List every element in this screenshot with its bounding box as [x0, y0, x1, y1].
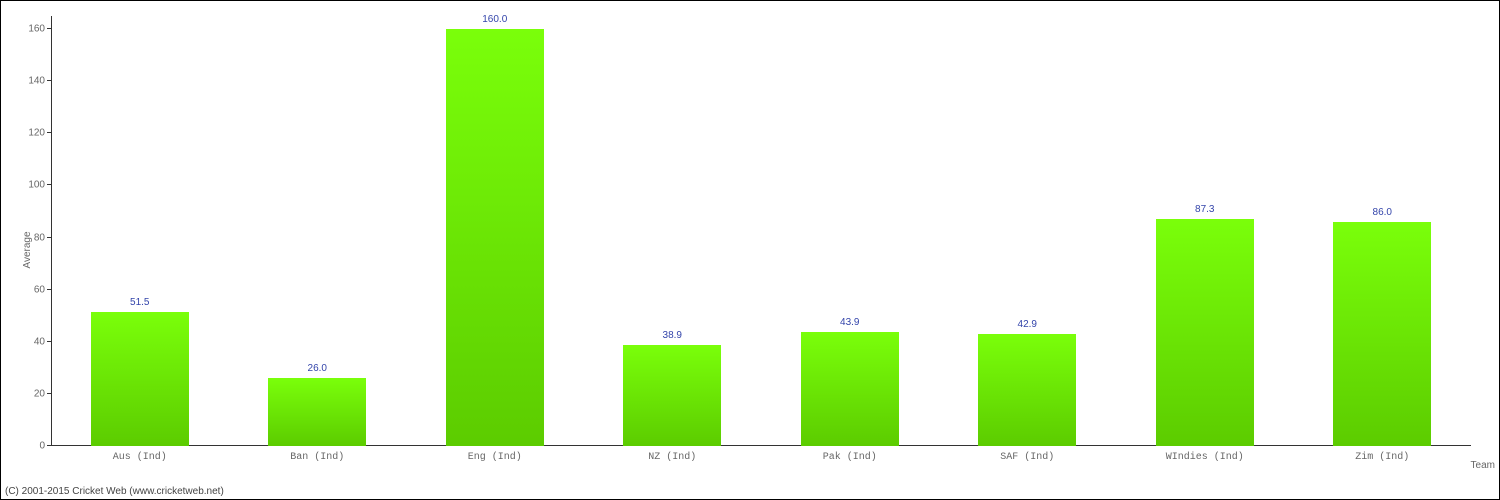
- bar: 42.9: [978, 334, 1076, 446]
- y-tick-mark: [47, 237, 51, 238]
- y-tick-label: 100: [28, 180, 45, 191]
- bar-slot: 26.0Ban (Ind): [229, 16, 407, 446]
- bar-slot: 86.0Zim (Ind): [1294, 16, 1472, 446]
- y-tick-mark: [47, 132, 51, 133]
- x-tick-label: Aus (Ind): [113, 452, 167, 463]
- bar: 86.0: [1333, 222, 1431, 446]
- bar-slot: 51.5Aus (Ind): [51, 16, 229, 446]
- y-tick-mark: [47, 393, 51, 394]
- bar-slot: 38.9NZ (Ind): [584, 16, 762, 446]
- bar-value-label: 43.9: [840, 317, 859, 328]
- y-tick-mark: [47, 445, 51, 446]
- y-tick-mark: [47, 80, 51, 81]
- y-tick-label: 120: [28, 128, 45, 139]
- y-tick-label: 160: [28, 24, 45, 35]
- bar: 160.0: [446, 29, 544, 446]
- bar-slot: 42.9SAF (Ind): [939, 16, 1117, 446]
- y-tick-mark: [47, 184, 51, 185]
- y-axis-label: Average: [22, 231, 33, 268]
- bar: 43.9: [801, 332, 899, 446]
- x-tick-label: WIndies (Ind): [1166, 452, 1244, 463]
- bar-value-label: 86.0: [1373, 207, 1392, 218]
- bar-value-label: 160.0: [482, 14, 507, 25]
- x-axis-label: Team: [1471, 460, 1495, 471]
- x-tick-label: Eng (Ind): [468, 452, 522, 463]
- bar-value-label: 51.5: [130, 297, 149, 308]
- x-tick-label: Pak (Ind): [823, 452, 877, 463]
- bar-value-label: 26.0: [308, 363, 327, 374]
- x-tick-label: SAF (Ind): [1000, 452, 1054, 463]
- footer-copyright: (C) 2001-2015 Cricket Web (www.cricketwe…: [5, 486, 224, 497]
- y-tick-label: 20: [34, 388, 45, 399]
- bar-value-label: 38.9: [663, 330, 682, 341]
- y-tick-label: 0: [39, 441, 45, 452]
- bar-slot: 160.0Eng (Ind): [406, 16, 584, 446]
- chart-container: Average 51.5Aus (Ind)26.0Ban (Ind)160.0E…: [0, 0, 1500, 500]
- x-tick-label: NZ (Ind): [648, 452, 696, 463]
- x-tick-label: Ban (Ind): [290, 452, 344, 463]
- bar: 87.3: [1156, 219, 1254, 447]
- bar-slot: 43.9Pak (Ind): [761, 16, 939, 446]
- bar-slot: 87.3WIndies (Ind): [1116, 16, 1294, 446]
- x-tick-label: Zim (Ind): [1355, 452, 1409, 463]
- bars-region: 51.5Aus (Ind)26.0Ban (Ind)160.0Eng (Ind)…: [51, 16, 1471, 446]
- y-tick-label: 60: [34, 284, 45, 295]
- y-tick-label: 80: [34, 232, 45, 243]
- y-tick-mark: [47, 28, 51, 29]
- y-tick-label: 40: [34, 336, 45, 347]
- y-tick-mark: [47, 289, 51, 290]
- y-tick-label: 140: [28, 76, 45, 87]
- bar: 38.9: [623, 345, 721, 446]
- bar: 26.0: [268, 378, 366, 446]
- bar-value-label: 87.3: [1195, 204, 1214, 215]
- y-tick-mark: [47, 341, 51, 342]
- bar-value-label: 42.9: [1018, 319, 1037, 330]
- plot-area: 51.5Aus (Ind)26.0Ban (Ind)160.0Eng (Ind)…: [51, 16, 1471, 446]
- bar: 51.5: [91, 312, 189, 446]
